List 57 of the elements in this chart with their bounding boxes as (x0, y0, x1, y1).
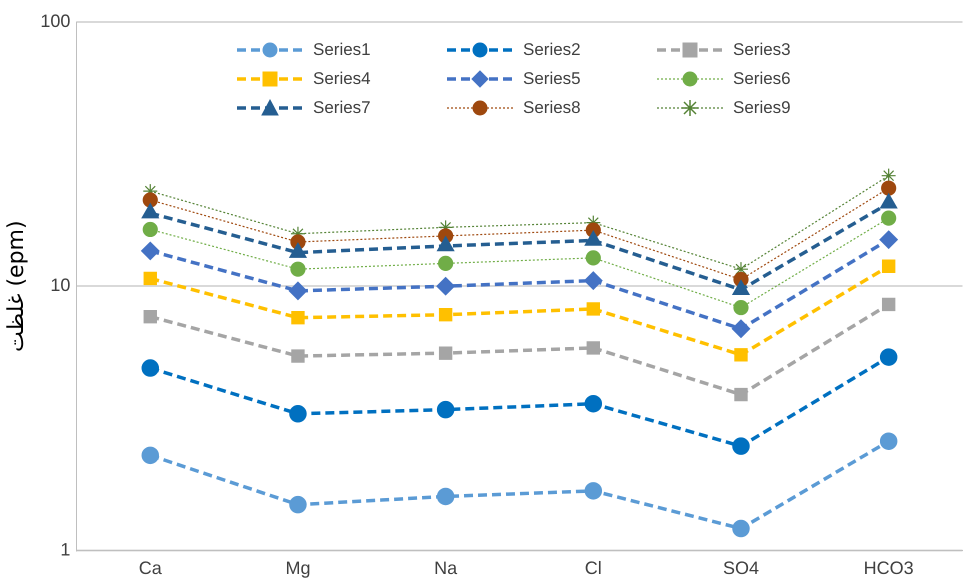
point (881, 180, 896, 196)
point (880, 432, 898, 450)
point (438, 256, 454, 271)
legend-label: Series4 (313, 68, 371, 88)
point (880, 230, 898, 248)
point (144, 272, 157, 286)
legend-label: Series1 (313, 40, 371, 60)
point (734, 348, 748, 362)
point (438, 308, 452, 322)
legend-label: Series3 (733, 40, 791, 60)
y-tick-label: 1 (60, 539, 70, 560)
y-tick-label: 10 (50, 275, 70, 296)
point (586, 250, 601, 266)
legend-label: Series6 (733, 68, 791, 88)
point (732, 520, 750, 538)
x-tick-label: Mg (285, 558, 310, 578)
x-tick-label: Na (434, 558, 458, 578)
point (732, 320, 750, 338)
legend-label: Series8 (523, 98, 581, 118)
point (142, 192, 158, 208)
x-tick-label: Ca (138, 558, 163, 578)
legend-label: Series5 (523, 68, 581, 88)
point (291, 310, 305, 324)
point (289, 405, 307, 423)
point (289, 282, 307, 300)
legend-label: Series9 (733, 98, 791, 118)
point (732, 437, 750, 455)
point (438, 346, 452, 360)
point (142, 222, 158, 238)
y-tick-label: 100 (40, 10, 70, 31)
y-axis-title: غلظت (epm) (4, 220, 29, 352)
point (880, 348, 898, 366)
x-tick-label: SO4 (722, 558, 759, 578)
point (584, 272, 602, 290)
point (289, 496, 307, 514)
point (584, 482, 602, 500)
point (882, 298, 896, 312)
point (733, 300, 749, 316)
point (586, 302, 600, 316)
point (882, 260, 896, 273)
point (290, 262, 306, 277)
x-tick-label: HCO3 (864, 558, 914, 578)
point (144, 310, 157, 324)
x-tick-label: Cl (584, 558, 602, 578)
point (586, 341, 600, 355)
point (734, 388, 748, 402)
point (584, 394, 602, 412)
point (142, 359, 160, 377)
point (142, 242, 160, 260)
point (436, 277, 454, 295)
legend-label: Series2 (523, 40, 581, 60)
point (881, 210, 896, 226)
point (142, 446, 160, 464)
legend-label: Series7 (313, 98, 371, 118)
point (436, 488, 454, 506)
point (436, 400, 454, 418)
point (291, 349, 305, 363)
